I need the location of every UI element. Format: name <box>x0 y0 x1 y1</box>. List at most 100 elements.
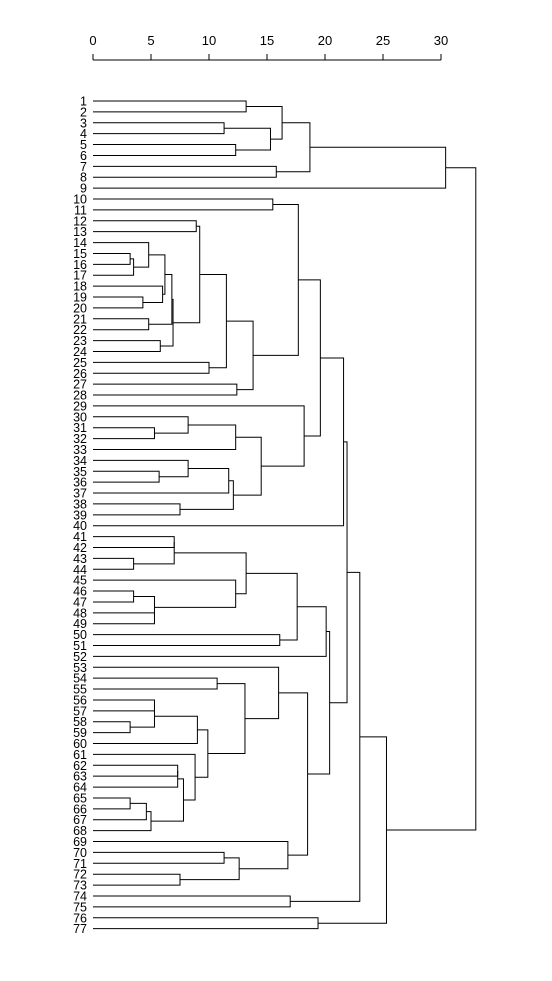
merge-link <box>93 285 164 303</box>
leaf-label: 63 <box>73 770 87 784</box>
leaf-label: 39 <box>73 508 87 522</box>
merge-link <box>93 917 319 930</box>
leaf-label: 18 <box>73 280 87 294</box>
leaf-label: 8 <box>80 171 87 185</box>
leaf-label: 34 <box>73 454 87 468</box>
merge-link <box>93 557 135 570</box>
leaf-label: 16 <box>73 258 87 272</box>
merge-link <box>93 468 230 494</box>
merge-link <box>246 572 298 641</box>
leaf-label: 10 <box>73 193 87 207</box>
leaf-label: 17 <box>73 269 87 283</box>
leaf-label: 44 <box>73 563 87 577</box>
leaf-label: 41 <box>73 530 87 544</box>
merge-link <box>133 595 155 619</box>
leaf-label: 47 <box>73 595 87 609</box>
merge-link <box>93 100 247 113</box>
merge-link <box>93 424 237 450</box>
merge-link <box>93 165 277 178</box>
leaf-label: 60 <box>73 737 87 751</box>
leaf-label: 76 <box>73 911 87 925</box>
leaf-label: 5 <box>80 138 87 152</box>
leaf-label: 53 <box>73 661 87 675</box>
leaf-label: 66 <box>73 802 87 816</box>
leaf-labels: 1234567891011121314151617181920212223242… <box>73 95 87 937</box>
leaf-label: 55 <box>73 683 87 697</box>
leaf-label: 7 <box>80 160 87 174</box>
merge-link <box>93 503 181 516</box>
merge-link <box>151 778 184 822</box>
merge-link <box>93 144 237 156</box>
leaf-label: 22 <box>73 323 87 337</box>
leaf-label: 43 <box>73 552 87 566</box>
merge-link <box>93 873 181 886</box>
merge-link <box>93 802 147 821</box>
merge-link <box>93 841 289 870</box>
leaf-label: 9 <box>80 182 87 196</box>
leaf-label: 77 <box>73 922 87 936</box>
merge-link <box>93 470 160 483</box>
merge-link <box>93 296 144 309</box>
dendrogram-tree <box>93 100 477 930</box>
merge-link <box>93 797 131 810</box>
merge-link <box>207 683 246 755</box>
merge-link <box>93 677 218 690</box>
merge-link <box>93 811 152 832</box>
leaf-label: 1 <box>80 95 87 109</box>
leaf-label: 61 <box>73 748 87 762</box>
leaf-label: 57 <box>73 704 87 718</box>
leaf-label: 72 <box>73 868 87 882</box>
merge-link <box>276 122 311 173</box>
leaf-label: 50 <box>73 628 87 642</box>
merge-link <box>160 298 174 347</box>
merge-link <box>93 146 447 189</box>
leaf-label: 48 <box>73 606 87 620</box>
leaf-label: 21 <box>73 312 87 326</box>
merge-link <box>93 258 135 276</box>
merge-link <box>93 851 225 864</box>
merge-link <box>93 753 196 801</box>
merge-link <box>278 692 309 856</box>
leaf-label: 36 <box>73 476 87 490</box>
merge-link <box>93 699 155 712</box>
merge-link <box>180 857 240 881</box>
leaf-label: 33 <box>73 443 87 457</box>
merge-link <box>93 606 327 657</box>
leaf-label: 14 <box>73 236 87 250</box>
merge-link <box>224 127 271 151</box>
leaf-label: 12 <box>73 214 87 228</box>
merge-link <box>93 405 305 467</box>
leaf-label: 73 <box>73 879 87 893</box>
leaf-label: 11 <box>74 203 87 217</box>
merge-link <box>290 571 361 902</box>
leaf-label: 67 <box>73 813 87 827</box>
leaf-label: 62 <box>73 759 87 773</box>
leaf-label: 64 <box>73 781 87 795</box>
leaf-label: 40 <box>73 519 87 533</box>
merge-link <box>93 122 225 135</box>
leaf-label: 56 <box>73 693 87 707</box>
merge-link <box>93 634 281 646</box>
merge-link <box>93 770 179 788</box>
leaf-label: 20 <box>73 301 87 315</box>
leaf-label: 35 <box>73 465 87 479</box>
merge-link <box>93 252 131 265</box>
merge-link <box>173 225 201 324</box>
leaf-label: 75 <box>73 900 87 914</box>
leaf-label: 30 <box>73 410 87 424</box>
x-tick-label: 0 <box>89 33 96 48</box>
leaf-label: 28 <box>73 389 87 403</box>
merge-link <box>386 167 477 831</box>
leaf-label: 25 <box>73 356 87 370</box>
x-tick-label: 30 <box>434 33 448 48</box>
merge-link <box>148 274 173 325</box>
leaf-label: 74 <box>73 889 87 903</box>
leaf-label: 3 <box>80 116 87 130</box>
merge-link <box>93 579 237 608</box>
leaf-label: 24 <box>73 345 87 359</box>
merge-link <box>246 105 283 140</box>
leaf-label: 26 <box>73 367 87 381</box>
leaf-label: 58 <box>73 715 87 729</box>
leaf-label: 27 <box>73 378 87 392</box>
